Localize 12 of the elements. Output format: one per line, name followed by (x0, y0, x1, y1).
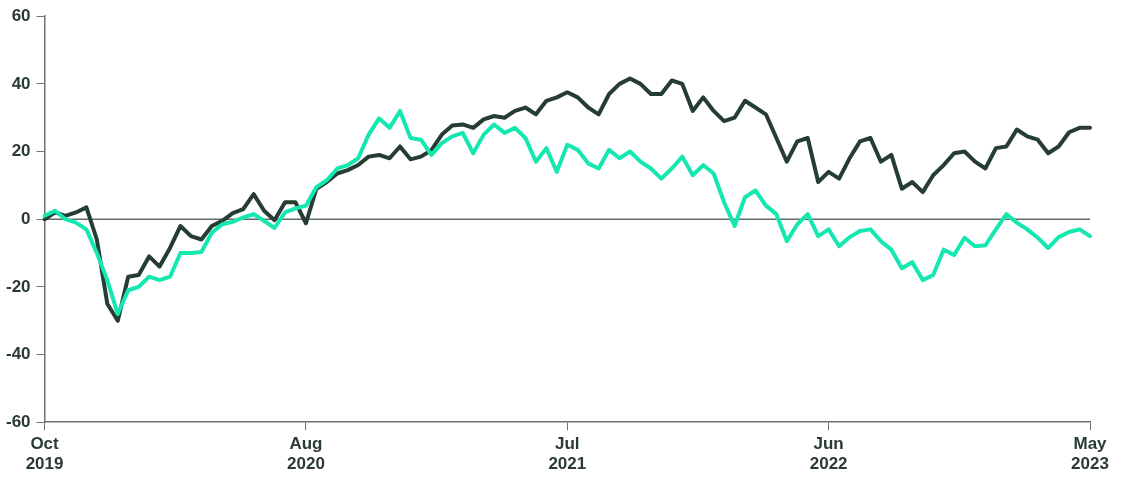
y-tick-label: -60 (5, 411, 31, 431)
y-tick-label: -40 (5, 344, 31, 364)
y-tick-label: 20 (11, 141, 31, 161)
y-tick-label: 40 (11, 73, 31, 93)
y-tick-label: 0 (21, 208, 31, 228)
y-tick-label: -20 (5, 276, 31, 296)
x-tick-label: Oct 2019 (25, 434, 64, 474)
y-tick-label: 60 (11, 5, 31, 25)
x-tick-label: May 2023 (1071, 434, 1109, 474)
x-tick-label: Jul 2021 (548, 434, 587, 474)
x-tick-label: Aug 2020 (287, 434, 325, 474)
x-tick-label: Jun 2022 (809, 434, 848, 474)
